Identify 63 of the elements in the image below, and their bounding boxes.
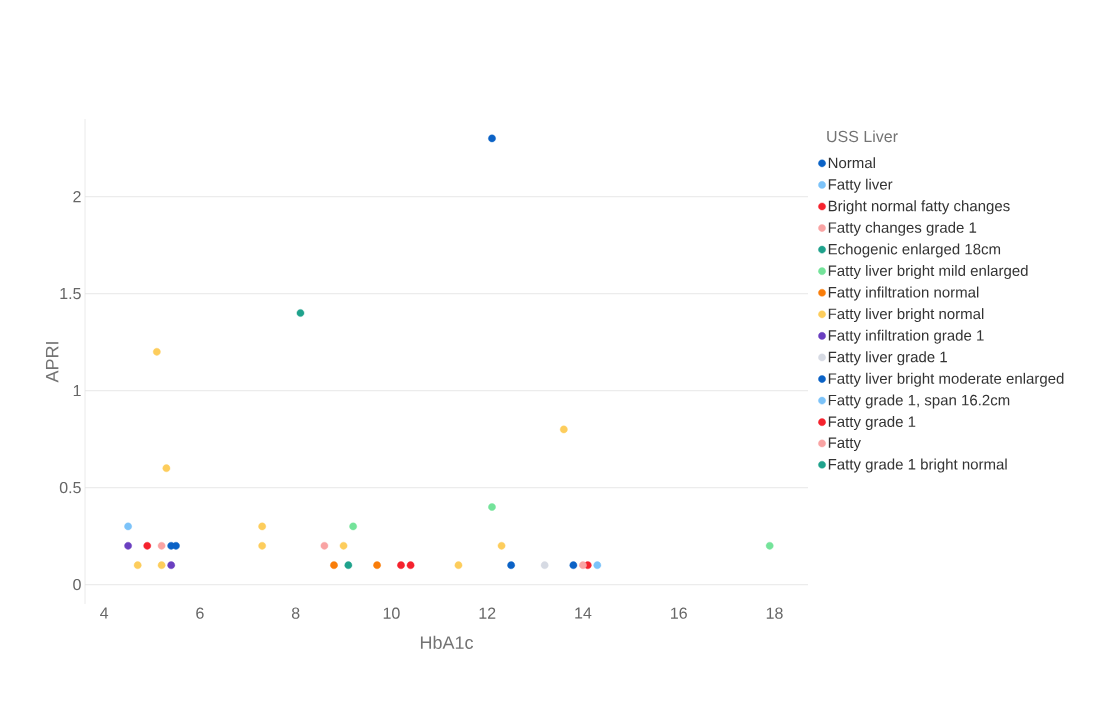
point — [320, 542, 329, 550]
point — [454, 561, 463, 569]
point — [397, 561, 405, 569]
point — [330, 561, 338, 569]
point — [406, 561, 415, 569]
y-tick-label: 1.5 — [60, 288, 81, 300]
point — [579, 561, 587, 569]
point — [157, 542, 166, 550]
point — [488, 134, 496, 143]
point — [162, 464, 171, 472]
point — [560, 425, 568, 434]
legend-label: Echogenic enlarged 18cm — [828, 243, 1001, 258]
x-tick-label: 6 — [196, 607, 204, 619]
point — [497, 542, 506, 550]
point — [258, 522, 266, 531]
point — [569, 561, 578, 569]
x-tick-label: 18 — [766, 607, 783, 619]
point — [172, 542, 180, 550]
point — [593, 561, 602, 569]
legend-label: Fatty grade 1 — [828, 415, 916, 430]
y-tick-label: 0 — [73, 578, 81, 591]
point — [153, 348, 161, 356]
legend-label: Fatty grade 1, span 16.2cm — [828, 394, 1010, 409]
y-axis-title: APRI — [45, 342, 59, 383]
x-tick-label: 4 — [100, 607, 109, 619]
point — [507, 561, 515, 569]
point — [765, 542, 774, 550]
point — [373, 561, 381, 569]
point — [349, 522, 357, 531]
y-tick-label: 0.5 — [59, 481, 81, 494]
legend-label: Fatty liver bright normal — [828, 308, 984, 323]
legend-label: Bright normal fatty changes — [828, 200, 1010, 215]
legend-label: Fatty infiltration normal — [828, 286, 979, 301]
legend-label: Fatty liver bright mild enlarged — [828, 265, 1028, 279]
legend-label: Fatty changes grade 1 — [828, 221, 977, 236]
legend-label: Fatty infiltration grade 1 — [828, 329, 984, 344]
x-tick-label: 16 — [671, 607, 687, 619]
point — [296, 309, 305, 317]
legend-label: Fatty grade 1 bright normal — [828, 458, 1007, 473]
legend-label: Fatty liver — [828, 178, 893, 193]
point — [143, 542, 152, 550]
y-tick-label: 2 — [73, 191, 81, 203]
legend-label: Fatty liver bright moderate enlarged — [828, 372, 1064, 387]
x-axis-title: HbA1c — [420, 635, 474, 649]
x-tick-label: 8 — [291, 607, 300, 619]
x-tick-label: 10 — [383, 607, 400, 619]
x-tick-label: 12 — [479, 607, 496, 619]
point — [344, 561, 353, 569]
legend-label: Normal — [828, 157, 875, 169]
point — [339, 542, 348, 550]
x-tick-label: 14 — [575, 607, 592, 619]
point — [258, 542, 266, 550]
point — [540, 561, 549, 569]
point — [124, 542, 132, 550]
legend-label: Fatty — [828, 437, 861, 451]
point — [167, 561, 175, 569]
y-tick-label: 1 — [73, 385, 81, 397]
point — [488, 503, 496, 511]
point — [124, 522, 132, 531]
point — [157, 561, 166, 569]
point — [133, 561, 142, 569]
legend-title: USS Liver — [827, 130, 898, 143]
legend-label: Fatty liver grade 1 — [828, 351, 947, 366]
